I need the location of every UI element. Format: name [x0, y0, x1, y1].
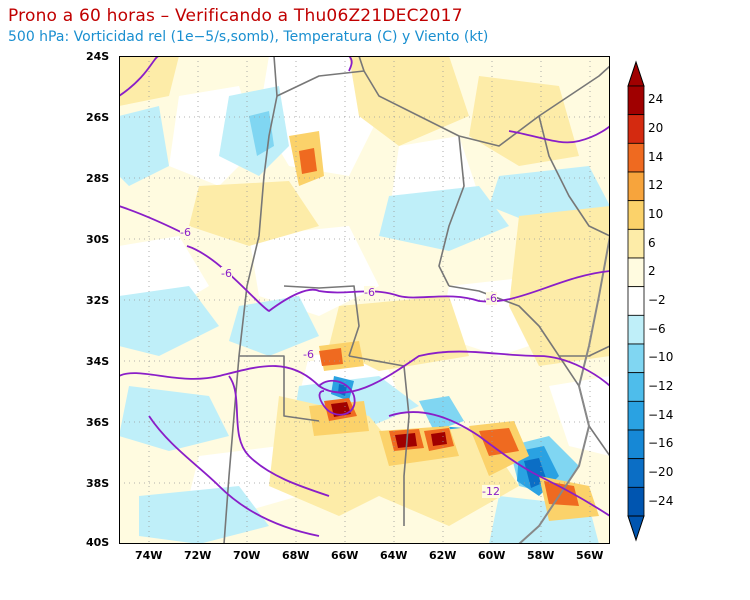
colorbar-level-label: 12 [648, 178, 664, 193]
colorbar-level-label: 6 [648, 235, 656, 250]
colorbar-box [627, 458, 645, 488]
lat-label: 38S [86, 477, 110, 490]
map-panel [119, 56, 610, 544]
colorbar-box [627, 286, 645, 316]
colorbar-box [627, 228, 645, 259]
lon-label: 68W [282, 549, 310, 562]
lat-label: 34S [86, 355, 110, 368]
colorbar-level-label: −24 [648, 493, 674, 508]
colorbar-level-label: 2 [648, 264, 656, 279]
colorbar-level-label: −20 [648, 465, 674, 479]
lon-label: 74W [135, 549, 163, 562]
lon-label: 58W [527, 549, 555, 562]
vorticity-map [119, 56, 610, 544]
colorbar-level-label: −16 [648, 436, 674, 451]
contour-label: -6 [364, 286, 375, 299]
colorbar-level-label: −6 [648, 321, 666, 336]
contour-label: -6 [303, 348, 314, 361]
lat-label: 40S [86, 536, 110, 549]
colorbar-box [627, 85, 645, 116]
contour-label: -6 [486, 292, 497, 305]
lon-label: 70W [233, 549, 261, 562]
contour-label: -6 [180, 226, 191, 239]
colorbar-level-label: 10 [648, 207, 664, 221]
colorbar-level-label: −2 [648, 293, 666, 307]
lon-label: 56W [576, 549, 604, 562]
contour-label: -6 [221, 267, 232, 280]
colorbar-bottom-arrow [627, 515, 645, 542]
colorbar-level-label: 14 [648, 149, 664, 164]
lon-label: 72W [184, 549, 212, 562]
colorbar-boxes [627, 60, 645, 542]
colorbar-box [627, 372, 645, 402]
colorbar [627, 60, 645, 542]
colorbar-box [627, 142, 645, 173]
contour-label: -12 [482, 485, 500, 498]
lat-label: 28S [86, 172, 110, 185]
map-subtitle: 500 hPa: Vorticidad rel (1e−5/s,somb), T… [8, 29, 489, 45]
lon-label: 60W [478, 549, 506, 562]
lat-label: 36S [86, 416, 110, 429]
colorbar-box [627, 257, 645, 288]
colorbar-level-label: 20 [648, 121, 664, 135]
colorbar-box [627, 200, 645, 230]
coastline [518, 235, 610, 544]
colorbar-top-arrow [627, 60, 645, 87]
map-title: Prono a 60 horas – Verificando a Thu06Z2… [8, 6, 463, 26]
colorbar-box [627, 343, 645, 374]
colorbar-box [627, 429, 645, 460]
colorbar-box [627, 114, 645, 144]
colorbar-level-label: −10 [648, 350, 674, 365]
lat-lon-grid [119, 56, 610, 544]
colorbar-level-label: −14 [648, 407, 674, 422]
lat-label: 24S [86, 50, 110, 63]
lon-label: 66W [331, 549, 359, 562]
colorbar-box [627, 171, 645, 202]
lat-label: 26S [86, 111, 110, 124]
colorbar-box [627, 314, 645, 345]
lat-label: 30S [86, 233, 110, 246]
lat-label: 32S [86, 294, 110, 307]
lon-label: 64W [380, 549, 408, 562]
colorbar-level-label: −12 [648, 379, 674, 393]
lon-label: 62W [429, 549, 457, 562]
colorbar-box [627, 486, 645, 517]
colorbar-box [627, 400, 645, 431]
colorbar-level-label: 24 [648, 92, 664, 107]
